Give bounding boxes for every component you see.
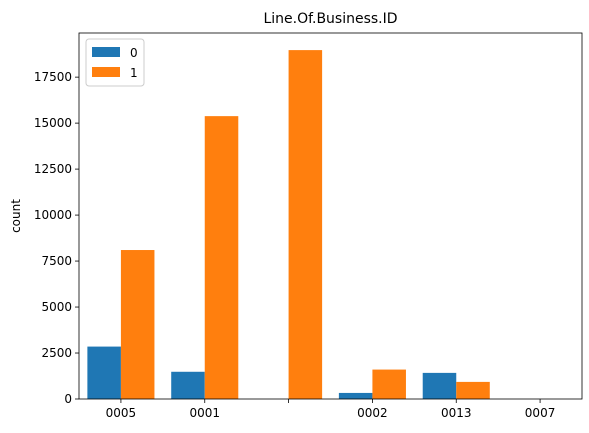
bar-series-1-0005 [120,250,155,399]
bar-series-1-0013 [456,381,490,399]
bars-group [87,50,490,400]
legend: 01 [85,38,145,87]
y-tick-label: 0 [64,392,72,406]
plot-frame [78,32,583,400]
y-tick-label: 2500 [41,346,72,360]
x-tick-label: 0005 [106,406,137,420]
y-axis: 0 2500 5000 7500 10000 12500 15000 17500 [34,70,79,406]
y-axis-title: count [9,199,23,233]
x-axis: 0005 0001 0002 0013 0007 [106,399,556,420]
bar-series-0-0002 [338,392,373,399]
bar-series-0-0013 [422,372,457,399]
x-tick-label: 0013 [441,406,472,420]
y-tick-label: 5000 [41,300,72,314]
x-tick-label: 0002 [357,406,388,420]
legend-swatch-1 [92,67,120,77]
bar-series-1-0002 [372,369,406,399]
bar-series-0-0001 [171,371,205,399]
y-tick-label: 10000 [34,208,72,222]
x-tick-label: 0001 [189,406,220,420]
legend-swatch-0 [92,47,120,57]
legend-label-1: 1 [130,66,138,80]
y-tick-label: 7500 [41,254,72,268]
y-tick-label: 15000 [34,116,72,130]
bar-series-1-blank [288,50,323,399]
chart-title: Line.Of.Business.ID [263,11,397,27]
y-tick-label: 12500 [34,162,72,176]
legend-label-0: 0 [130,46,138,60]
bar-series-1-0001 [204,116,239,400]
y-tick-label: 17500 [34,70,72,84]
x-tick-label: 0007 [525,406,556,420]
bar-series-0-0005 [87,346,121,399]
